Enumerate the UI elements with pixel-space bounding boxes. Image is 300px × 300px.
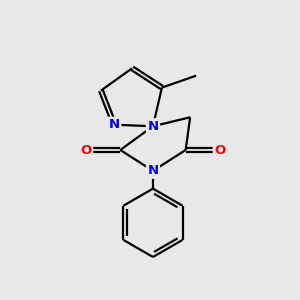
Text: N: N xyxy=(147,120,158,133)
Text: N: N xyxy=(109,118,120,131)
Text: O: O xyxy=(214,143,226,157)
Text: O: O xyxy=(80,143,92,157)
Text: N: N xyxy=(147,164,158,177)
